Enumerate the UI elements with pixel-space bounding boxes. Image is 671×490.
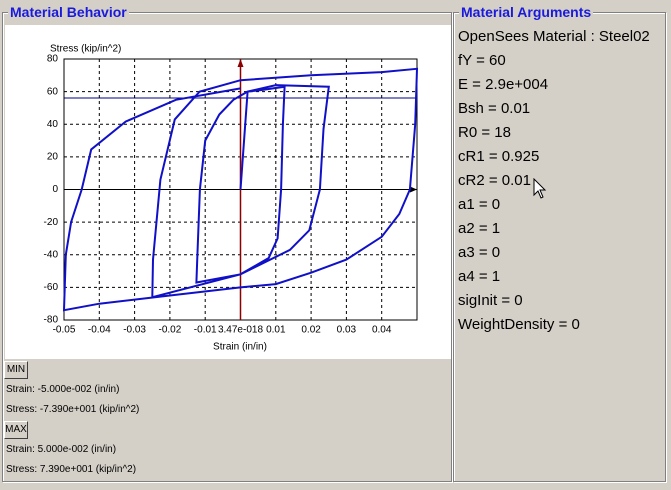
- argument-line: a1 = 0: [458, 196, 501, 213]
- chart: Stress (kip/in^2) Strain (in/in) -80 -60 -…: [5, 25, 451, 359]
- panel-title: Material Behavior: [8, 4, 129, 20]
- behavior-panel: Material Behavior: [2, 4, 452, 482]
- argument-line: cR1 = 0.925: [458, 148, 540, 165]
- max-strain: Strain: 5.000e-002 (in/in): [6, 444, 117, 455]
- x-tick-label: 0.02: [301, 325, 321, 336]
- x-axis-arrow: [410, 186, 417, 193]
- x-tick-label: 0.01: [266, 325, 286, 336]
- min-button[interactable]: MIN: [4, 361, 28, 379]
- y-tick-label: 20: [47, 152, 59, 163]
- y-tick-label: -60: [44, 282, 59, 293]
- max-stress: Stress: 7.390e+001 (kip/in^2): [6, 464, 137, 475]
- argument-line: a3 = 0: [458, 244, 501, 261]
- min-stress: Stress: -7.390e+001 (kip/in^2): [6, 404, 140, 415]
- argument-line: Bsh = 0.01: [458, 100, 531, 117]
- y-tick-label: -40: [44, 249, 59, 260]
- x-axis-label: Strain (in/in): [213, 342, 267, 353]
- hysteresis-curve: [62, 67, 419, 312]
- x-tick-label: -0.01: [194, 325, 217, 336]
- panel-title: Material Arguments: [459, 4, 594, 20]
- arguments-panel: Material Arguments: [453, 4, 666, 482]
- y-tick-label: 60: [47, 86, 59, 97]
- y-axis-arrow: [237, 59, 244, 67]
- argument-line: fY = 60: [458, 52, 506, 69]
- x-tick-label: -0.05: [53, 325, 76, 336]
- argument-line: a4 = 1: [458, 268, 501, 285]
- argument-line: R0 = 18: [458, 124, 511, 141]
- x-tick-label: -0.02: [159, 325, 182, 336]
- mouse-cursor: [533, 178, 547, 199]
- x-tick-label: -0.03: [123, 325, 146, 336]
- y-tick-label: -20: [44, 217, 59, 228]
- x-tick-label: 0.04: [372, 325, 392, 336]
- x-tick-label: 3.47e-018: [218, 325, 263, 336]
- argument-line: E = 2.9e+004: [458, 76, 549, 93]
- y-tick-label: 0: [52, 184, 58, 195]
- argument-line: sigInit = 0: [458, 292, 523, 309]
- argument-line: OpenSees Material : Steel02: [458, 28, 650, 45]
- y-tick-label: 40: [47, 119, 59, 130]
- x-tick-label: 0.03: [337, 325, 357, 336]
- y-tick-label: -80: [44, 315, 59, 326]
- x-tick-label: -0.04: [88, 325, 111, 336]
- min-strain: Strain: -5.000e-002 (in/in): [6, 384, 120, 395]
- max-button[interactable]: MAX: [4, 421, 28, 439]
- argument-line: WeightDensity = 0: [458, 316, 580, 333]
- y-tick-label: 80: [47, 54, 59, 65]
- argument-line: a2 = 1: [458, 220, 501, 237]
- argument-line: cR2 = 0.01: [458, 172, 531, 189]
- y-axis-label: Stress (kip/in^2): [50, 44, 121, 55]
